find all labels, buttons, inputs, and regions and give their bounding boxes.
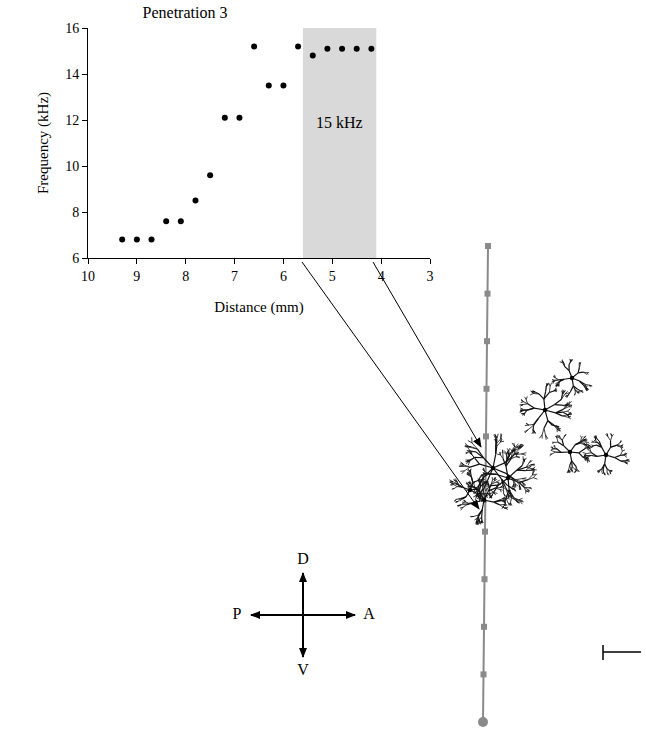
svg-text:6: 6: [72, 251, 79, 266]
svg-text:Penetration 3: Penetration 3: [143, 4, 228, 21]
svg-text:10: 10: [65, 159, 79, 174]
svg-text:P: P: [233, 605, 242, 622]
svg-text:Distance (mm): Distance (mm): [214, 299, 304, 316]
svg-text:D: D: [297, 550, 309, 567]
svg-text:8: 8: [72, 205, 79, 220]
svg-text:14: 14: [65, 67, 79, 82]
svg-text:V: V: [297, 661, 309, 678]
svg-text:3: 3: [427, 269, 434, 284]
svg-text:9: 9: [133, 269, 140, 284]
svg-text:5: 5: [329, 269, 336, 284]
svg-text:8: 8: [182, 269, 189, 284]
svg-text:Frequency (kHz): Frequency (kHz): [35, 92, 52, 194]
svg-text:6: 6: [280, 269, 287, 284]
svg-text:12: 12: [65, 113, 79, 128]
svg-text:4: 4: [378, 269, 385, 284]
svg-text:15 kHz: 15 kHz: [316, 114, 363, 131]
svg-text:A: A: [363, 605, 375, 622]
svg-text:16: 16: [65, 21, 79, 36]
svg-text:7: 7: [231, 269, 238, 284]
svg-text:10: 10: [81, 269, 95, 284]
